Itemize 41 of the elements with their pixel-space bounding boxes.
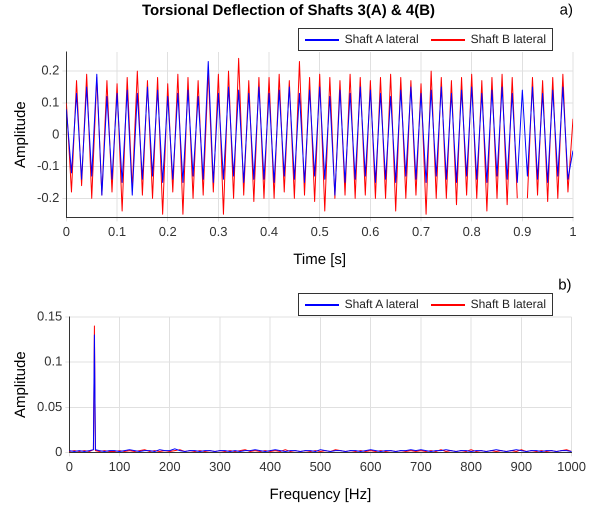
y-axis-title: Amplitude <box>12 351 30 418</box>
x-tick-label: 500 <box>310 458 332 474</box>
x-axis-title: Time [s] <box>293 251 346 268</box>
x-tick-label: 900 <box>510 458 532 474</box>
y-tick-label: 0 <box>55 444 62 459</box>
legend-label: Shaft B lateral <box>470 31 546 48</box>
x-tick-label: 0.9 <box>513 224 532 239</box>
x-tick-label: 0.6 <box>361 224 380 239</box>
y-tick-label: 0.1 <box>44 354 62 369</box>
x-tick-label: 0.3 <box>209 224 228 239</box>
text: a) <box>560 2 573 19</box>
x-tick-label: 0.1 <box>108 224 126 239</box>
x-axis-title: Frequency [Hz] <box>270 486 372 504</box>
x-tick-label: 200 <box>158 458 181 474</box>
x-tick-label: 0.8 <box>462 224 481 239</box>
legend-label: Shaft A lateral <box>344 31 419 48</box>
x-tick-label: 0.5 <box>310 224 329 239</box>
x-tick-label: 700 <box>410 458 432 474</box>
y-tick-label: 0.15 <box>36 308 62 324</box>
y-tick-label: 0 <box>52 126 60 142</box>
text: b) <box>558 276 572 294</box>
x-tick-label: 0.7 <box>412 224 430 239</box>
x-tick-label: 1 <box>569 224 577 239</box>
x-tick-label: 0 <box>66 458 73 474</box>
y-axis-title: Amplitude <box>12 101 30 168</box>
legend-label: Shaft B lateral <box>470 296 546 313</box>
y-tick-label: -0.2 <box>36 190 60 205</box>
x-tick-label: 300 <box>209 458 231 474</box>
x-tick-label: 0.2 <box>158 224 177 239</box>
x-tick-label: 100 <box>108 458 130 474</box>
y-tick-label: 0.1 <box>41 94 60 110</box>
y-tick-label: -0.1 <box>36 158 60 174</box>
x-tick-label: 0.4 <box>260 224 278 239</box>
chart-title: Torsional Deflection of Shafts 3(A) & 4(B) <box>142 2 436 20</box>
x-tick-label: 1000 <box>557 458 586 474</box>
x-tick-label: 800 <box>460 458 482 474</box>
legend-label: Shaft A lateral <box>344 296 419 313</box>
y-tick-label: 0.05 <box>36 398 62 414</box>
x-tick-label: 400 <box>259 458 282 474</box>
x-tick-label: 600 <box>360 458 382 474</box>
y-tick-label: 0.2 <box>41 62 60 78</box>
